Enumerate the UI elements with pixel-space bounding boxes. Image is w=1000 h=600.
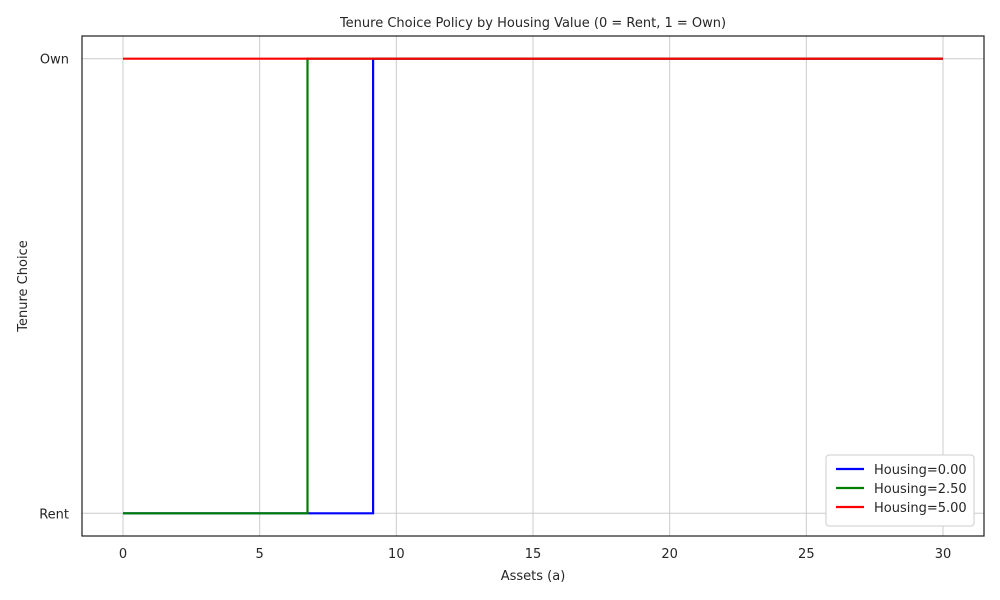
x-tick-label: 0 (119, 547, 127, 562)
legend-label-2: Housing=5.00 (874, 501, 967, 516)
legend-label-1: Housing=2.50 (874, 482, 967, 497)
x-tick-label: 25 (798, 547, 815, 562)
x-tick-label: 5 (256, 547, 264, 562)
x-tick-label: 20 (661, 547, 678, 562)
y-axis-label: Tenure Choice (16, 240, 31, 332)
legend-label-0: Housing=0.00 (874, 463, 967, 478)
y-tick-label: Own (40, 53, 69, 68)
legend-box (825, 454, 975, 527)
x-tick-label: 30 (935, 547, 952, 562)
plot-frame (81, 35, 985, 537)
x-tick-label: 15 (525, 547, 542, 562)
x-ticks: 0 5 10 15 20 25 30 (119, 547, 951, 562)
y-ticks: Rent Own (39, 53, 69, 523)
y-tick-label: Rent (39, 507, 69, 522)
x-axis-label: Assets (a) (501, 569, 566, 584)
chart-title: Tenure Choice Policy by Housing Value (0… (339, 16, 726, 31)
series-layer (123, 57, 943, 515)
x-tick-label: 10 (388, 547, 405, 562)
legend: Housing=0.00 Housing=2.50 Housing=5.00 (825, 454, 975, 527)
